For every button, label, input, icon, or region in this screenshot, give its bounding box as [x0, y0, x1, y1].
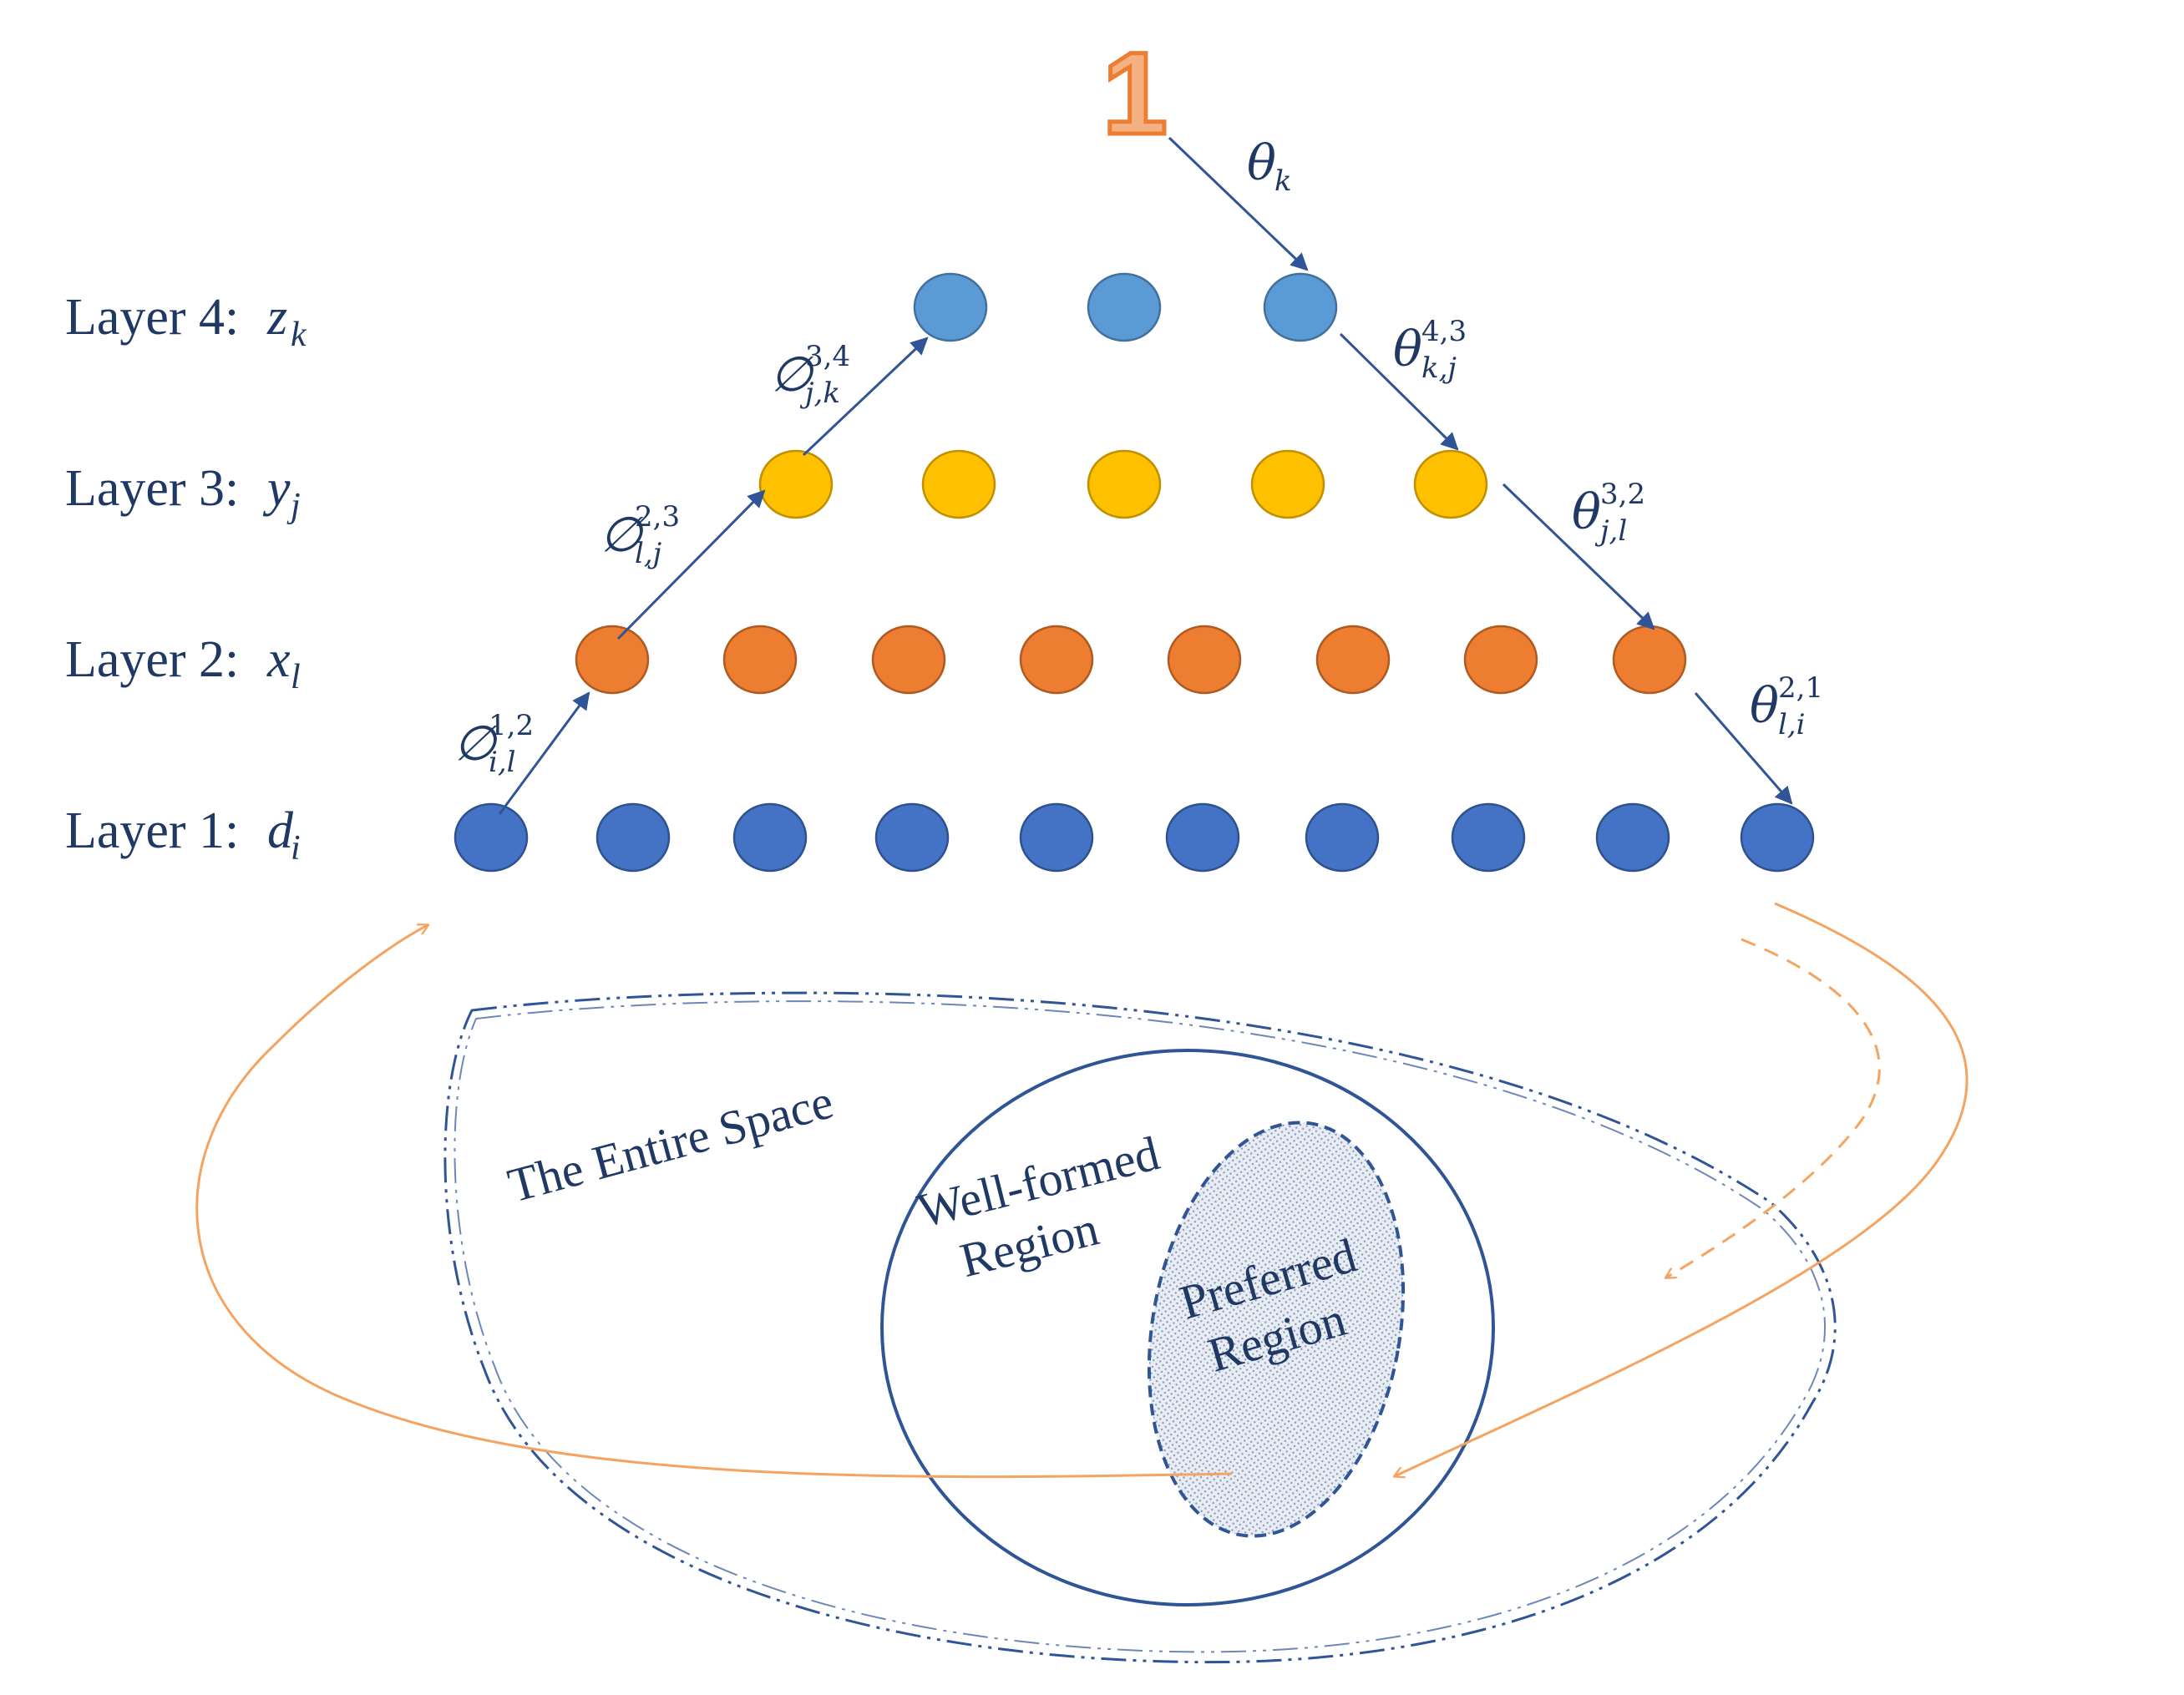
- weight-down-3-2-sub: j,l: [1594, 514, 1627, 548]
- layer-2-var: x: [266, 631, 291, 688]
- layer-1-node: [874, 802, 950, 873]
- feedback-arrow-right: [1395, 902, 1969, 1476]
- entire-space-label: The Entire Space: [503, 1074, 839, 1212]
- layer-3-label: Layer 3:: [65, 460, 239, 517]
- weight-down-4-3-symbol: θ: [1393, 321, 1422, 377]
- weight-down-3-2-symbol: θ: [1572, 483, 1601, 540]
- layer-1-node: [1165, 802, 1240, 873]
- layer-labels: Layer 4: z k Layer 3: y j Layer 2: x l L…: [65, 289, 307, 868]
- layer-2-node: [1315, 625, 1391, 695]
- layer-1-node: [1019, 802, 1094, 873]
- weight-up-1-2-sup: 1,2: [489, 709, 534, 742]
- arrow-down-top-4: [1168, 136, 1309, 271]
- layer-3-var: y: [262, 460, 291, 517]
- arrow-down-2-1: [1694, 692, 1793, 805]
- arrow-up-1-2: [498, 691, 590, 815]
- weight-down-2-1-sub: l,i: [1778, 708, 1806, 741]
- weight-up-3-4-sub: j,k: [799, 377, 840, 410]
- weight-up-2-3-sup: 2,3: [635, 500, 680, 534]
- top-node-one: 1: [1102, 28, 1168, 159]
- well-formed-region: [880, 1049, 1495, 1606]
- layer-2-node: [722, 625, 798, 695]
- arrow-down-3-2: [1502, 483, 1655, 630]
- layer-2-node: [1167, 625, 1242, 695]
- weight-down-top-sub: k: [1274, 164, 1292, 198]
- arrow-up-2-3: [616, 489, 766, 640]
- upward-weight-labels: ∅ 1,2 i,l ∅ 2,3 l,j ∅ 3,4 j,k: [454, 340, 850, 779]
- entire-space-outline-inner: [454, 1000, 1827, 1653]
- arrow-up-3-4: [802, 336, 929, 457]
- layer-4-node: [913, 272, 988, 342]
- layer-2-node: [1019, 625, 1094, 695]
- layer-1-node: [454, 802, 529, 873]
- weight-up-1-2-symbol: ∅: [454, 715, 498, 772]
- weight-down-2-1-sup: 2,1: [1778, 671, 1823, 705]
- downward-weight-labels: θ k θ 4,3 k,j θ 3,2 j,l θ 2,1 l,i: [1247, 134, 1823, 741]
- upward-arrows: [498, 336, 929, 815]
- weight-up-3-4-sup: 3,4: [805, 340, 850, 373]
- layer-4-node: [1087, 272, 1162, 342]
- preferred-region: [1147, 1121, 1406, 1538]
- layer-1-var: d: [267, 802, 294, 859]
- layer-nodes: [454, 272, 1815, 873]
- layer-3-node: [1250, 449, 1325, 519]
- entire-space-outline: [443, 991, 1837, 1664]
- entire-space-boundary: [443, 991, 1837, 1664]
- weight-down-2-1-symbol: θ: [1750, 677, 1779, 734]
- layer-1-node: [595, 802, 671, 873]
- layer-1-node: [1451, 802, 1526, 873]
- arrow-down-4-3: [1339, 332, 1459, 451]
- weight-down-4-3-sup: 4,3: [1421, 315, 1467, 348]
- feedback-arrow-left: [195, 925, 1233, 1479]
- layer-3-node: [1087, 449, 1162, 519]
- layer-1-label: Layer 1:: [65, 802, 239, 859]
- feedback-arrows: [195, 902, 1969, 1479]
- layer-4-sub: k: [291, 316, 307, 354]
- layer-1-sub: i: [291, 829, 301, 868]
- weight-up-1-2-sub: i,l: [489, 746, 516, 779]
- weight-down-4-3-sub: k,j: [1421, 352, 1457, 385]
- layer-2-node: [1612, 625, 1687, 695]
- layer-2-node: [871, 625, 946, 695]
- layer-3-node: [758, 449, 834, 519]
- layer-4-label: Layer 4:: [65, 289, 239, 346]
- weight-up-2-3-symbol: ∅: [600, 506, 644, 563]
- layer-1-node: [1595, 802, 1670, 873]
- layer-3-sub: j: [286, 487, 301, 525]
- layer-2-node: [1463, 625, 1538, 695]
- weight-down-top-symbol: θ: [1247, 134, 1276, 191]
- layer-1-node: [1305, 802, 1380, 873]
- weight-down-3-2-sup: 3,2: [1600, 478, 1645, 511]
- weight-up-3-4-symbol: ∅: [770, 346, 814, 402]
- layer-3-node: [921, 449, 996, 519]
- layer-1-node: [732, 802, 808, 873]
- layer-1-node: [1740, 802, 1815, 873]
- feedback-arrow-dashed: [1666, 938, 1881, 1278]
- layer-2-node: [575, 625, 650, 695]
- layer-2-sub: l: [291, 658, 301, 696]
- layer-2-label: Layer 2:: [65, 631, 239, 688]
- weight-up-2-3-sub: l,j: [635, 537, 662, 570]
- downward-arrows: [1168, 136, 1793, 805]
- layer-4-var: z: [266, 289, 287, 346]
- layer-4-node: [1263, 272, 1338, 342]
- layer-3-node: [1413, 449, 1488, 519]
